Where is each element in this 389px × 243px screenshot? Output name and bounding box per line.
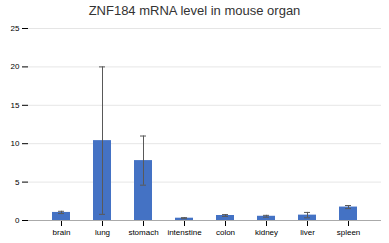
svg-text:5: 5 bbox=[15, 178, 20, 187]
svg-text:10: 10 bbox=[11, 139, 20, 148]
svg-text:intenstine: intenstine bbox=[167, 228, 202, 237]
svg-text:kidney: kidney bbox=[255, 228, 278, 237]
html-text:ZNF184 mRNA level in mouse org: ZNF184 mRNA level in mouse organ bbox=[88, 3, 301, 18]
svg-text:stomach: stomach bbox=[128, 228, 158, 237]
svg-text:0: 0 bbox=[15, 216, 20, 225]
svg-text:25: 25 bbox=[11, 24, 20, 33]
svg-text:lung: lung bbox=[95, 228, 110, 237]
svg-text:brain: brain bbox=[53, 228, 71, 237]
svg-text:20: 20 bbox=[11, 62, 20, 71]
svg-text:colon: colon bbox=[216, 228, 235, 237]
svg-text:liver: liver bbox=[300, 228, 315, 237]
svg-text:spleen: spleen bbox=[337, 228, 361, 237]
svg-text:15: 15 bbox=[11, 101, 20, 110]
